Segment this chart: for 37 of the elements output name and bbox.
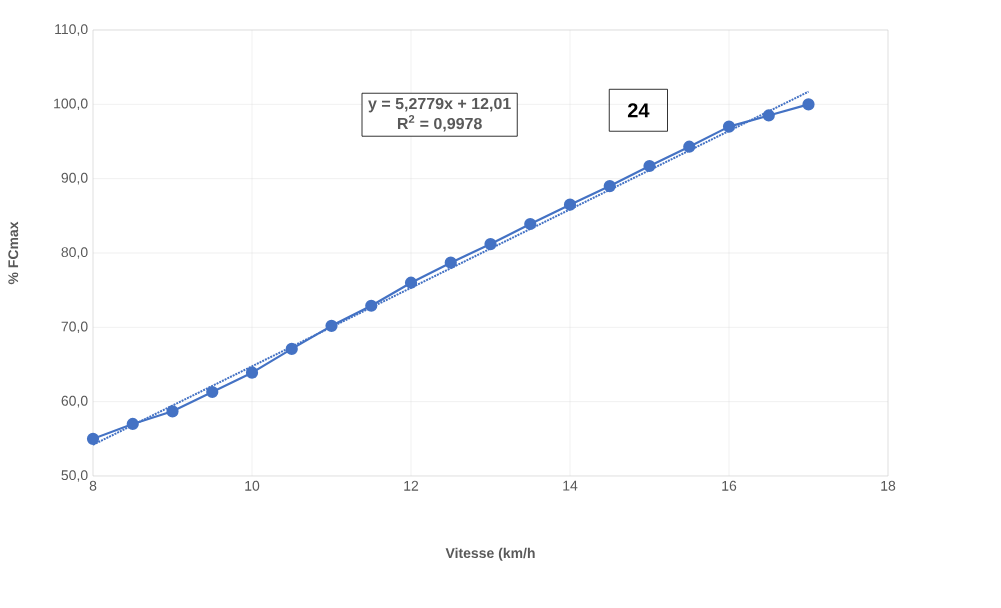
point [365,299,378,312]
point [86,432,100,445]
point [325,319,338,332]
y-tick-label: 50,0 [61,470,88,482]
point [444,256,457,269]
y-tick-label: 80,0 [61,247,88,259]
x-tick-label: 12 [404,480,419,491]
point [206,385,219,399]
y-tick-label: 90,0 [61,172,88,185]
y-tick-label: 100,0 [54,98,88,111]
point [404,276,418,289]
point [126,417,139,431]
point [524,217,537,231]
x-tick-label: 8 [89,480,97,491]
x-axis-title: Vitesse (km/h [445,547,535,561]
y-tick-label: 70,0 [61,321,88,334]
y-tick-label: 60,0 [61,395,88,408]
x-tick-label: 14 [563,480,578,491]
point [563,198,577,211]
point [285,342,298,355]
annotation: 24 [627,103,650,118]
point [166,405,179,418]
annotation: R$^{2}$ = 0,9978 [397,115,482,132]
x-tick-label: 18 [881,480,896,491]
annotation: y = 5,2779x + 12,01 [368,97,511,113]
point [484,237,497,251]
point [643,159,656,173]
point [245,366,259,379]
x-tick-label: 10 [245,480,260,491]
point [722,120,736,133]
y-axis-title: % FCmax [8,221,19,285]
y-tick-label: 110,0 [55,24,88,36]
point [762,109,775,122]
point [683,140,696,153]
point [802,98,815,111]
x-tick-label: 16 [722,480,737,491]
point [603,179,616,193]
